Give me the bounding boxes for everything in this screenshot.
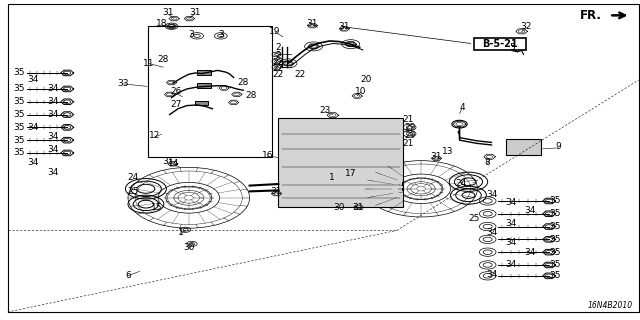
Text: 28: 28 [237, 78, 249, 87]
Text: 25: 25 [127, 187, 139, 196]
Text: 2: 2 [276, 43, 281, 52]
Text: 23: 23 [319, 106, 331, 115]
Text: 34: 34 [47, 84, 58, 93]
Bar [195, 101, 208, 105]
Text: 32: 32 [520, 22, 532, 31]
Text: 21: 21 [403, 139, 414, 148]
Text: 21: 21 [403, 115, 414, 124]
Text: 4: 4 [460, 103, 465, 112]
Text: 15: 15 [151, 203, 163, 212]
Text: 29: 29 [404, 123, 415, 132]
Text: 20: 20 [360, 75, 372, 84]
Text: 22: 22 [273, 58, 284, 67]
Text: 35: 35 [13, 97, 25, 106]
Text: 27: 27 [170, 100, 182, 109]
Text: 26: 26 [170, 87, 182, 96]
Text: 35: 35 [550, 196, 561, 205]
Text: 1: 1 [178, 228, 183, 237]
Text: 18: 18 [156, 20, 167, 28]
Text: 35: 35 [550, 271, 561, 280]
Text: 1: 1 [329, 173, 334, 182]
Text: 35: 35 [13, 68, 25, 77]
Text: 35: 35 [13, 110, 25, 119]
Text: 34: 34 [47, 145, 58, 154]
Text: 35: 35 [13, 148, 25, 157]
Text: FR.: FR. [580, 9, 602, 22]
Text: 22: 22 [273, 70, 284, 79]
Bar [474, 38, 526, 50]
Text: 31: 31 [162, 8, 173, 17]
Text: 17: 17 [345, 169, 356, 178]
Text: 34: 34 [524, 206, 536, 215]
Text: 30: 30 [183, 244, 195, 252]
Text: 34: 34 [524, 248, 536, 257]
Text: 34: 34 [486, 190, 497, 199]
Text: 34: 34 [47, 110, 58, 119]
Text: 14: 14 [168, 159, 180, 168]
Text: 31: 31 [431, 152, 442, 161]
Text: 34: 34 [505, 260, 516, 269]
Text: 35: 35 [550, 235, 561, 244]
Text: 6: 6 [125, 271, 131, 280]
Bar [197, 70, 211, 75]
Text: 19: 19 [269, 27, 281, 36]
Text: 34: 34 [28, 123, 39, 132]
Text: 34: 34 [47, 97, 58, 106]
Text: 22: 22 [273, 64, 284, 73]
Text: 28: 28 [246, 91, 257, 100]
Text: 34: 34 [486, 228, 497, 237]
Text: 11: 11 [143, 59, 154, 68]
Text: 35: 35 [13, 84, 25, 93]
Text: 35: 35 [550, 248, 561, 257]
Bar [197, 83, 211, 88]
Text: 35: 35 [13, 136, 25, 145]
Text: 31: 31 [162, 157, 173, 166]
Bar [506, 139, 541, 155]
Text: 34: 34 [505, 238, 516, 247]
Text: 24: 24 [127, 173, 139, 182]
Text: 35: 35 [550, 260, 561, 269]
Text: 29: 29 [404, 131, 415, 140]
Text: 31: 31 [307, 19, 318, 28]
Text: 7: 7 [455, 126, 460, 135]
Bar [148, 26, 272, 157]
Text: 5: 5 [509, 43, 515, 52]
Text: 31: 31 [353, 203, 364, 212]
Text: 12: 12 [149, 132, 161, 140]
Text: 28: 28 [157, 55, 169, 64]
Text: 34: 34 [47, 132, 58, 141]
Text: 34: 34 [505, 198, 516, 207]
Text: 35: 35 [550, 222, 561, 231]
Text: 16N4B2010: 16N4B2010 [587, 301, 632, 310]
Text: 3: 3 [188, 30, 193, 39]
Bar [278, 118, 403, 207]
Text: 16: 16 [262, 151, 273, 160]
Text: 2: 2 [276, 51, 281, 60]
Text: 31: 31 [271, 187, 282, 196]
Text: 34: 34 [28, 75, 39, 84]
Text: 9: 9 [556, 142, 561, 151]
Text: 34: 34 [28, 158, 39, 167]
Text: 31: 31 [339, 22, 350, 31]
Text: B-5-21: B-5-21 [482, 39, 518, 49]
Text: 10: 10 [355, 87, 367, 96]
Text: 34: 34 [505, 219, 516, 228]
Text: 25: 25 [468, 214, 479, 223]
Text: 13: 13 [442, 147, 454, 156]
Text: 34: 34 [486, 270, 497, 279]
Text: 31: 31 [189, 8, 201, 17]
Text: 35: 35 [550, 209, 561, 218]
Text: 22: 22 [294, 70, 305, 79]
Text: 34: 34 [47, 168, 58, 177]
Text: 33: 33 [117, 79, 129, 88]
Text: 3: 3 [219, 30, 224, 39]
Text: 8: 8 [485, 158, 490, 167]
Text: 24: 24 [455, 179, 467, 188]
Text: 35: 35 [13, 123, 25, 132]
Text: 30: 30 [333, 203, 345, 212]
